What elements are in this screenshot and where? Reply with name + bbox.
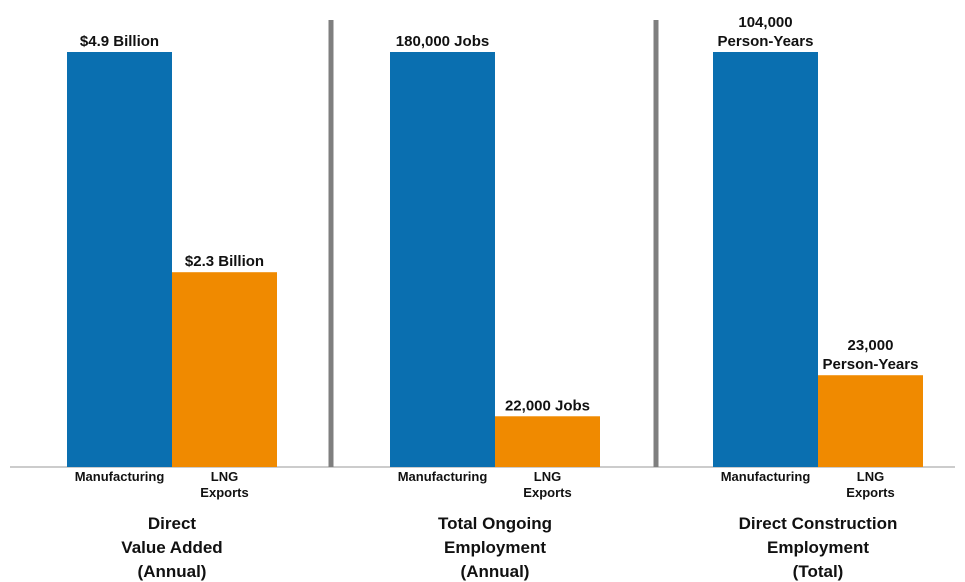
- panel-title-1: (Annual): [138, 562, 207, 581]
- category-label-2-lng-exports: Exports: [523, 485, 571, 500]
- data-label-2-manufacturing: 180,000 Jobs: [396, 33, 489, 50]
- bar-2-manufacturing: [390, 52, 495, 467]
- category-label-2-lng-exports: LNG: [534, 469, 561, 484]
- category-label-1-lng-exports: LNG: [211, 469, 238, 484]
- panel-title-1: Direct: [148, 514, 197, 533]
- category-label-3-lng-exports: Exports: [846, 485, 894, 500]
- data-label-3-manufacturing: Person-Years: [718, 33, 814, 50]
- panel-title-2: Total Ongoing: [438, 514, 552, 533]
- panel-title-3: Direct Construction: [739, 514, 898, 533]
- bar-1-manufacturing: [67, 52, 172, 467]
- panel-divider-2: [653, 20, 659, 467]
- category-label-3-manufacturing: Manufacturing: [721, 469, 811, 484]
- category-label-2-manufacturing: Manufacturing: [398, 469, 488, 484]
- data-label-1-manufacturing: $4.9 Billion: [80, 33, 159, 50]
- bar-3-lng-exports: [818, 375, 923, 467]
- panel-title-3: Employment: [767, 538, 869, 557]
- category-label-1-lng-exports: Exports: [200, 485, 248, 500]
- category-label-3-lng-exports: LNG: [857, 469, 884, 484]
- data-label-3-lng-exports: Person-Years: [823, 356, 919, 373]
- panel-title-2: (Annual): [461, 562, 530, 581]
- bar-2-lng-exports: [495, 416, 600, 467]
- data-label-3-manufacturing: 104,000: [738, 14, 792, 31]
- data-label-2-lng-exports: 22,000 Jobs: [505, 397, 590, 414]
- bar-3-manufacturing: [713, 52, 818, 467]
- panel-title-2: Employment: [444, 538, 546, 557]
- panel-divider-1: [328, 20, 334, 467]
- bar-1-lng-exports: [172, 272, 277, 467]
- panel-title-3: (Total): [793, 562, 844, 581]
- data-label-3-lng-exports: 23,000: [848, 337, 894, 354]
- category-label-1-manufacturing: Manufacturing: [75, 469, 165, 484]
- data-label-1-lng-exports: $2.3 Billion: [185, 253, 264, 270]
- panel-title-1: Value Added: [121, 538, 222, 557]
